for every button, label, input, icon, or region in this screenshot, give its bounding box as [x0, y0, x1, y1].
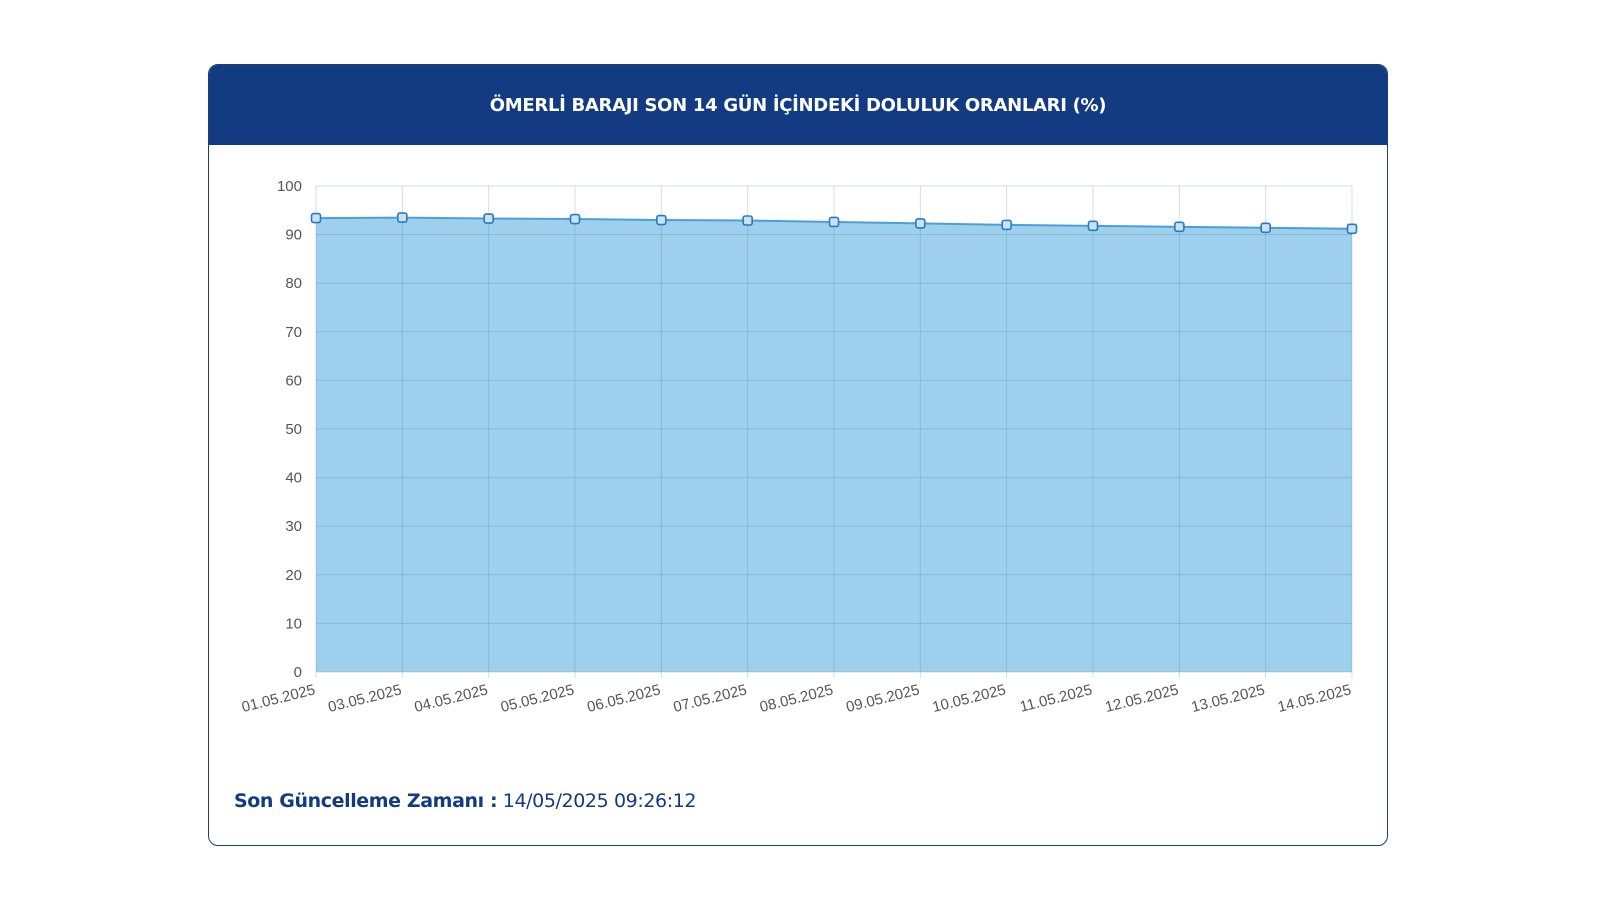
- data-point: [742, 215, 753, 226]
- x-tick-label: 03.05.2025: [326, 681, 403, 716]
- x-tick-label: 05.05.2025: [499, 681, 576, 716]
- x-tick-label: 04.05.2025: [413, 681, 490, 716]
- data-point: [310, 212, 322, 224]
- y-tick-label: 40: [285, 470, 302, 487]
- y-tick-label: 50: [285, 421, 302, 438]
- x-tick-label: 13.05.2025: [1190, 681, 1267, 716]
- y-tick-label: 90: [285, 227, 302, 244]
- last-update: Son Güncelleme Zamanı : 14/05/2025 09:26…: [234, 790, 696, 812]
- area-fill: [316, 217, 1352, 672]
- data-point: [1087, 220, 1099, 232]
- y-tick-label: 70: [285, 324, 302, 341]
- data-point: [656, 214, 667, 226]
- data-point: [1001, 219, 1012, 231]
- x-tick-label: 08.05.2025: [758, 681, 835, 716]
- x-tick-label: 11.05.2025: [1018, 681, 1094, 715]
- last-update-label: Son Güncelleme Zamanı :: [234, 790, 498, 812]
- y-tick-label: 30: [285, 518, 302, 535]
- data-point: [483, 213, 494, 224]
- y-tick-label: 60: [285, 372, 302, 389]
- data-point: [397, 212, 408, 223]
- x-tick-label: 14.05.2025: [1276, 681, 1353, 716]
- x-tick-label: 06.05.2025: [585, 681, 662, 716]
- data-point: [828, 216, 840, 228]
- x-tick-label: 07.05.2025: [672, 681, 749, 716]
- data-point: [1346, 223, 1358, 235]
- y-tick-label: 20: [285, 567, 302, 584]
- y-tick-label: 100: [277, 178, 302, 195]
- card-header: ÖMERLİ BARAJI SON 14 GÜN İÇİNDEKİ DOLULU…: [209, 65, 1387, 145]
- x-tick-label: 09.05.2025: [844, 681, 921, 716]
- y-tick-label: 0: [294, 664, 302, 681]
- y-tick-label: 10: [285, 615, 302, 632]
- data-point: [1174, 221, 1185, 233]
- chart-title: ÖMERLİ BARAJI SON 14 GÜN İÇİNDEKİ DOLULU…: [489, 94, 1107, 116]
- data-point: [569, 213, 581, 225]
- x-tick-label: 12.05.2025: [1103, 681, 1180, 716]
- x-tick-label: 01.05.2025: [240, 681, 317, 716]
- y-tick-label: 80: [285, 275, 302, 292]
- data-point: [1260, 222, 1271, 234]
- x-tick-label: 10.05.2025: [931, 681, 1008, 716]
- data-point: [915, 218, 926, 229]
- last-update-value: 14/05/2025 09:26:12: [502, 790, 697, 812]
